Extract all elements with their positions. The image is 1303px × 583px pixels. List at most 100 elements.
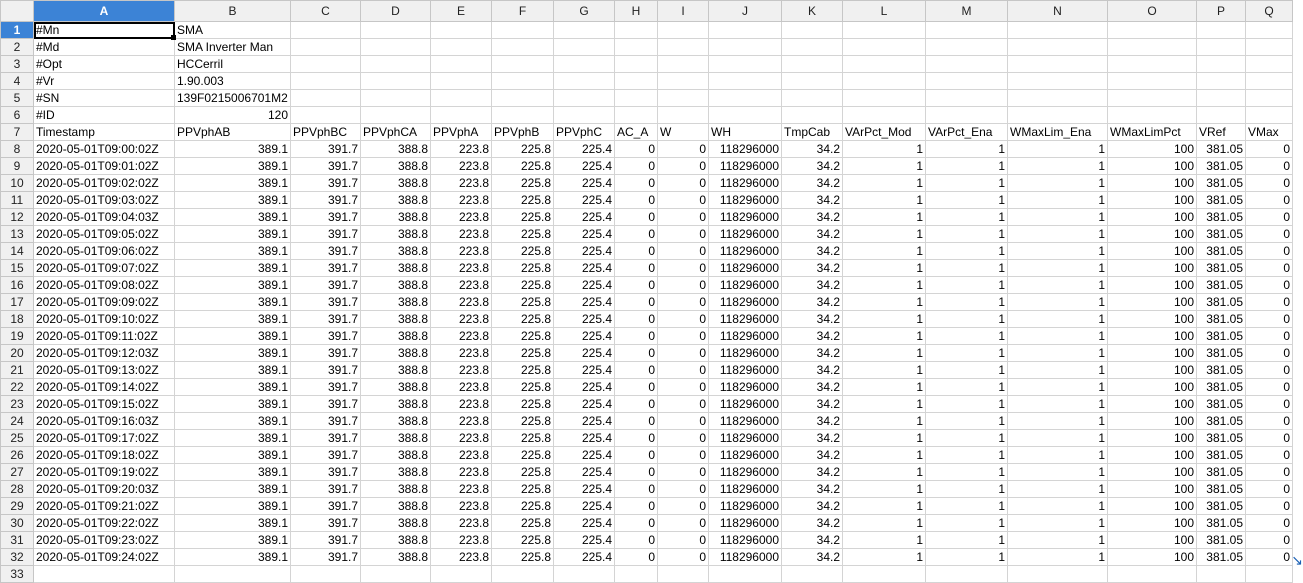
- cell[interactable]: 391.7: [290, 191, 361, 209]
- row-header[interactable]: 11: [0, 191, 34, 209]
- cell[interactable]: 1: [925, 361, 1008, 379]
- cell[interactable]: 381.05: [1196, 480, 1246, 498]
- cell[interactable]: 0: [657, 429, 709, 447]
- cell[interactable]: 1: [842, 327, 926, 345]
- cell[interactable]: 0: [657, 378, 709, 396]
- cell[interactable]: 388.8: [360, 327, 431, 345]
- cell[interactable]: 225.8: [491, 242, 554, 260]
- cell[interactable]: [925, 55, 1008, 73]
- cell[interactable]: 34.2: [781, 225, 843, 243]
- cell[interactable]: [1196, 55, 1246, 73]
- cell[interactable]: [842, 21, 926, 39]
- cell[interactable]: [614, 565, 658, 583]
- cell[interactable]: 118296000: [708, 259, 782, 277]
- cell[interactable]: 1: [842, 463, 926, 481]
- cell[interactable]: 391.7: [290, 276, 361, 294]
- cell[interactable]: 225.4: [553, 191, 615, 209]
- cell[interactable]: 1: [1007, 497, 1108, 515]
- cell[interactable]: 34.2: [781, 208, 843, 226]
- column-header-m[interactable]: M: [925, 0, 1008, 22]
- cell[interactable]: 0: [614, 208, 658, 226]
- column-label-cell[interactable]: W: [657, 123, 709, 141]
- column-header-n[interactable]: N: [1007, 0, 1108, 22]
- row-header[interactable]: 24: [0, 412, 34, 430]
- column-label-cell[interactable]: TmpCab: [781, 123, 843, 141]
- cell[interactable]: 223.8: [430, 344, 492, 362]
- cell[interactable]: 388.8: [360, 531, 431, 549]
- cell[interactable]: 1: [842, 395, 926, 413]
- cell[interactable]: 100: [1107, 378, 1197, 396]
- cell[interactable]: 225.4: [553, 208, 615, 226]
- cell[interactable]: [842, 38, 926, 56]
- cell[interactable]: 223.8: [430, 191, 492, 209]
- row-header[interactable]: 17: [0, 293, 34, 311]
- cell[interactable]: [553, 89, 615, 107]
- cell[interactable]: 100: [1107, 531, 1197, 549]
- cell[interactable]: 0: [1245, 514, 1293, 532]
- cell[interactable]: [491, 106, 554, 124]
- timestamp-cell[interactable]: 2020-05-01T09:05:02Z: [33, 225, 175, 243]
- cell[interactable]: 388.8: [360, 378, 431, 396]
- row-header[interactable]: 3: [0, 55, 34, 73]
- cell[interactable]: [1245, 106, 1293, 124]
- cell[interactable]: 34.2: [781, 242, 843, 260]
- cell[interactable]: 223.8: [430, 361, 492, 379]
- column-header-g[interactable]: G: [553, 0, 615, 22]
- cell[interactable]: [657, 21, 709, 39]
- cell[interactable]: 100: [1107, 429, 1197, 447]
- cell[interactable]: SMA: [174, 21, 291, 39]
- cell[interactable]: 225.4: [553, 548, 615, 566]
- cell[interactable]: [1196, 89, 1246, 107]
- active-cell[interactable]: #Mn: [33, 21, 175, 39]
- cell[interactable]: 0: [614, 259, 658, 277]
- cell[interactable]: [290, 38, 361, 56]
- cell[interactable]: 100: [1107, 293, 1197, 311]
- cell[interactable]: 118296000: [708, 293, 782, 311]
- timestamp-cell[interactable]: 2020-05-01T09:04:03Z: [33, 208, 175, 226]
- cell[interactable]: 100: [1107, 361, 1197, 379]
- cell[interactable]: 1: [925, 446, 1008, 464]
- cell[interactable]: 389.1: [174, 242, 291, 260]
- cell[interactable]: [33, 565, 175, 583]
- cell[interactable]: [842, 89, 926, 107]
- cell[interactable]: [491, 21, 554, 39]
- cell[interactable]: [781, 106, 843, 124]
- cell[interactable]: [430, 89, 492, 107]
- cell[interactable]: 1: [925, 463, 1008, 481]
- cell[interactable]: [1007, 565, 1108, 583]
- cell[interactable]: 34.2: [781, 191, 843, 209]
- cell[interactable]: 34.2: [781, 412, 843, 430]
- cell[interactable]: 225.4: [553, 242, 615, 260]
- cell[interactable]: 225.4: [553, 497, 615, 515]
- cell[interactable]: 225.4: [553, 531, 615, 549]
- column-header-c[interactable]: C: [290, 0, 361, 22]
- cell[interactable]: 1: [1007, 225, 1108, 243]
- row-header[interactable]: 32: [0, 548, 34, 566]
- cell[interactable]: 391.7: [290, 429, 361, 447]
- fill-handle[interactable]: [170, 34, 176, 40]
- cell[interactable]: 1: [925, 225, 1008, 243]
- cell[interactable]: [553, 38, 615, 56]
- cell[interactable]: 34.2: [781, 497, 843, 515]
- cell[interactable]: 139F0215006701M2: [174, 89, 291, 107]
- cell[interactable]: 391.7: [290, 446, 361, 464]
- cell[interactable]: 389.1: [174, 531, 291, 549]
- cell[interactable]: 225.4: [553, 259, 615, 277]
- cell[interactable]: 34.2: [781, 174, 843, 192]
- cell[interactable]: 0: [1245, 327, 1293, 345]
- cell[interactable]: 225.8: [491, 531, 554, 549]
- cell[interactable]: 389.1: [174, 174, 291, 192]
- cell[interactable]: 100: [1107, 174, 1197, 192]
- cell[interactable]: 0: [657, 395, 709, 413]
- column-header-l[interactable]: L: [842, 0, 926, 22]
- cell[interactable]: 391.7: [290, 514, 361, 532]
- cell[interactable]: [491, 72, 554, 90]
- cell[interactable]: 0: [1245, 276, 1293, 294]
- timestamp-cell[interactable]: 2020-05-01T09:06:02Z: [33, 242, 175, 260]
- cell[interactable]: 391.7: [290, 463, 361, 481]
- cell[interactable]: 389.1: [174, 446, 291, 464]
- cell[interactable]: 120: [174, 106, 291, 124]
- timestamp-cell[interactable]: 2020-05-01T09:20:03Z: [33, 480, 175, 498]
- cell[interactable]: 1: [925, 514, 1008, 532]
- cell[interactable]: 381.05: [1196, 140, 1246, 158]
